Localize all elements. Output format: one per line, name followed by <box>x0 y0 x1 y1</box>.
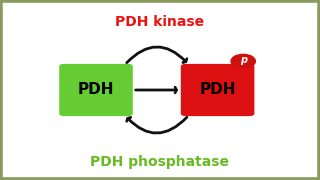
Circle shape <box>231 54 255 68</box>
Text: PDH phosphatase: PDH phosphatase <box>91 155 229 169</box>
FancyBboxPatch shape <box>59 64 133 116</box>
Text: PDH kinase: PDH kinase <box>116 15 204 29</box>
FancyBboxPatch shape <box>181 64 254 116</box>
Text: p: p <box>240 55 247 65</box>
Text: PDH: PDH <box>78 82 114 98</box>
Text: PDH: PDH <box>199 82 236 98</box>
